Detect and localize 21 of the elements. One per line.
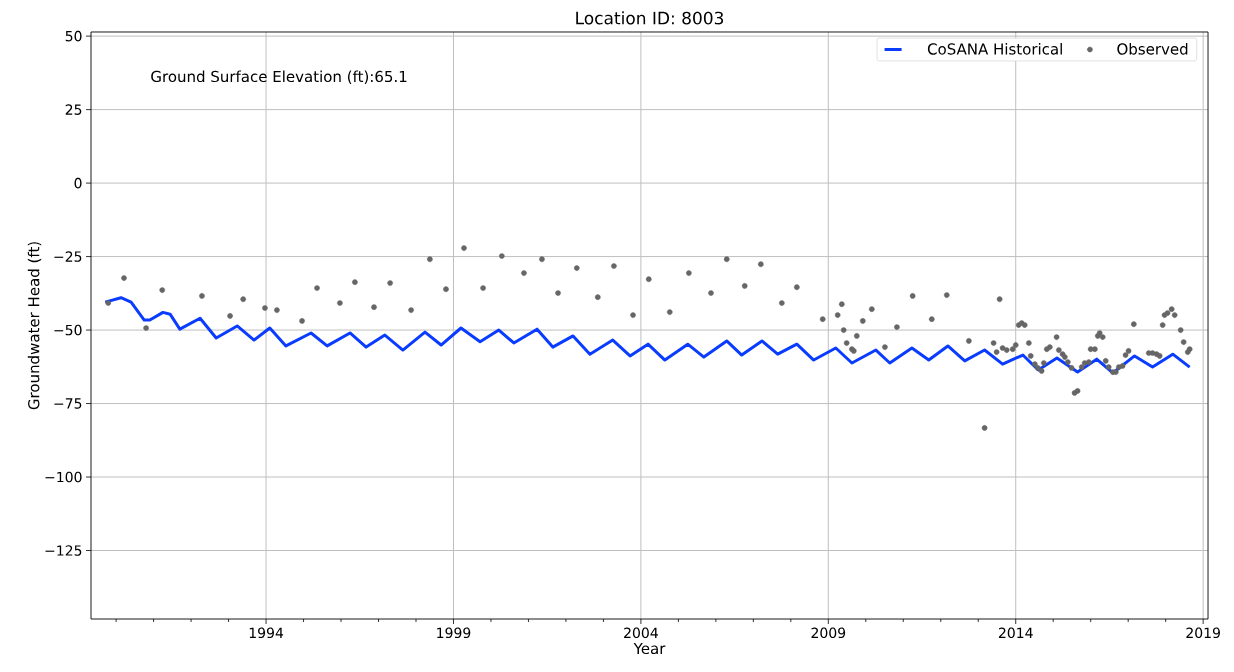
x-axis-title: Year [633, 642, 666, 655]
legend-label: CoSANA Historical [927, 43, 1062, 55]
x-tick-label: 2014 [998, 627, 1033, 639]
x-tick-label: 2019 [1186, 627, 1220, 639]
y-tick-label: −100 [45, 471, 82, 483]
x-tick-label: 2004 [624, 627, 658, 639]
legend-label: Observed [1117, 43, 1188, 55]
y-tick-label: 50 [65, 30, 82, 42]
x-tick-label: 2009 [811, 627, 846, 639]
x-tick-label: 1999 [437, 627, 471, 639]
annotation: Ground Surface Elevation (ft):65.1 [151, 70, 407, 84]
y-tick-label: 25 [65, 104, 82, 115]
chart-title: Location ID: 8003 [576, 11, 724, 25]
y-tick-label: 0 [74, 177, 82, 189]
y-tick-label: −50 [54, 324, 82, 336]
y-tick-label: −125 [45, 545, 82, 556]
y-tick-label: −75 [54, 398, 82, 409]
line-series [103, 296, 1192, 375]
y-tick-label: −25 [54, 251, 82, 262]
y-axis-title: Groundwater Head (ft) [27, 242, 42, 410]
x-tick-label: 1994 [249, 627, 284, 639]
